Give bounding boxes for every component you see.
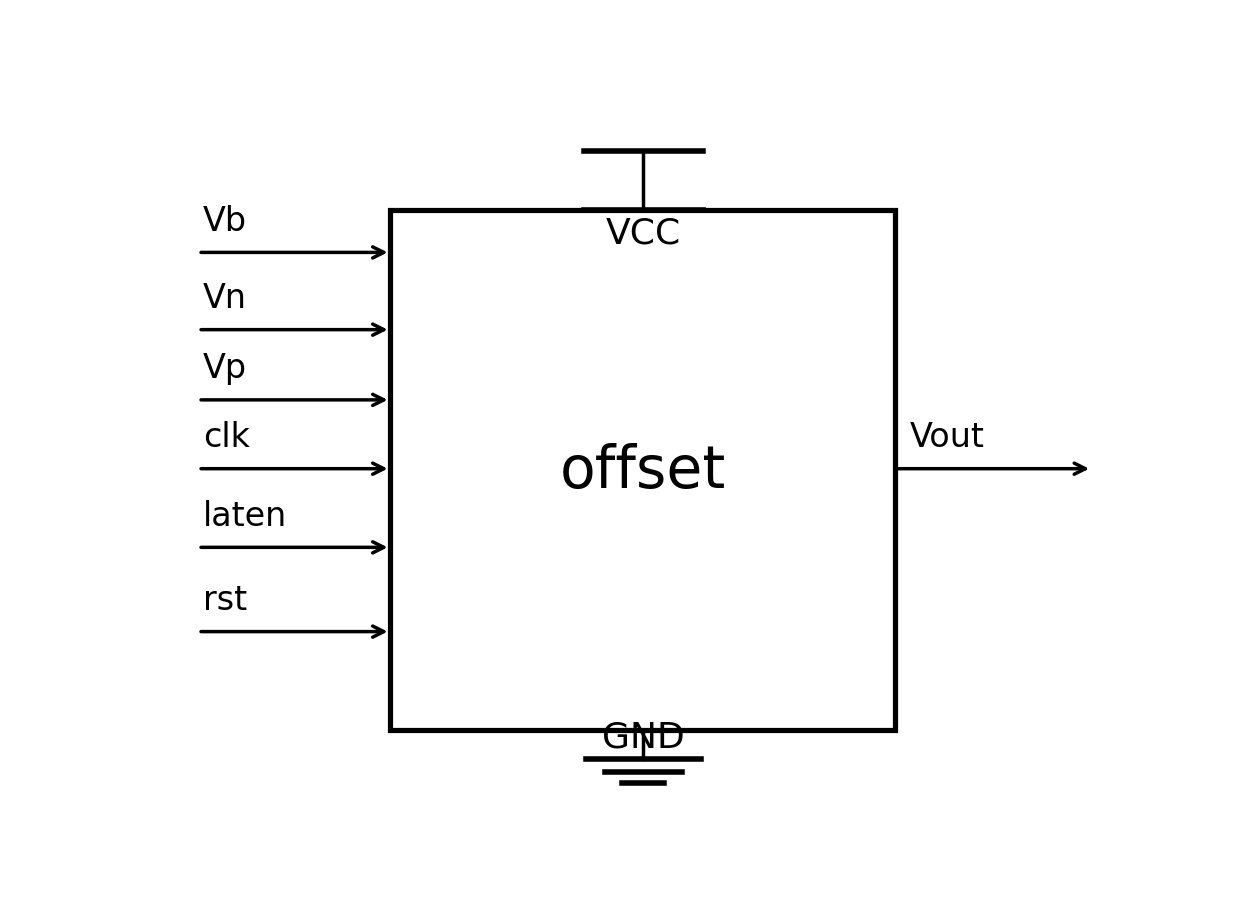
Text: rst: rst bbox=[203, 584, 247, 617]
Text: Vn: Vn bbox=[203, 281, 247, 315]
Text: GND: GND bbox=[601, 720, 684, 754]
Text: clk: clk bbox=[203, 421, 250, 454]
Text: Vout: Vout bbox=[909, 421, 985, 454]
Text: VCC: VCC bbox=[605, 217, 681, 251]
Text: offset: offset bbox=[559, 442, 725, 499]
Text: Vp: Vp bbox=[203, 352, 247, 385]
Text: Vb: Vb bbox=[203, 205, 247, 238]
Bar bbox=[391, 211, 895, 730]
Text: laten: laten bbox=[203, 499, 288, 532]
